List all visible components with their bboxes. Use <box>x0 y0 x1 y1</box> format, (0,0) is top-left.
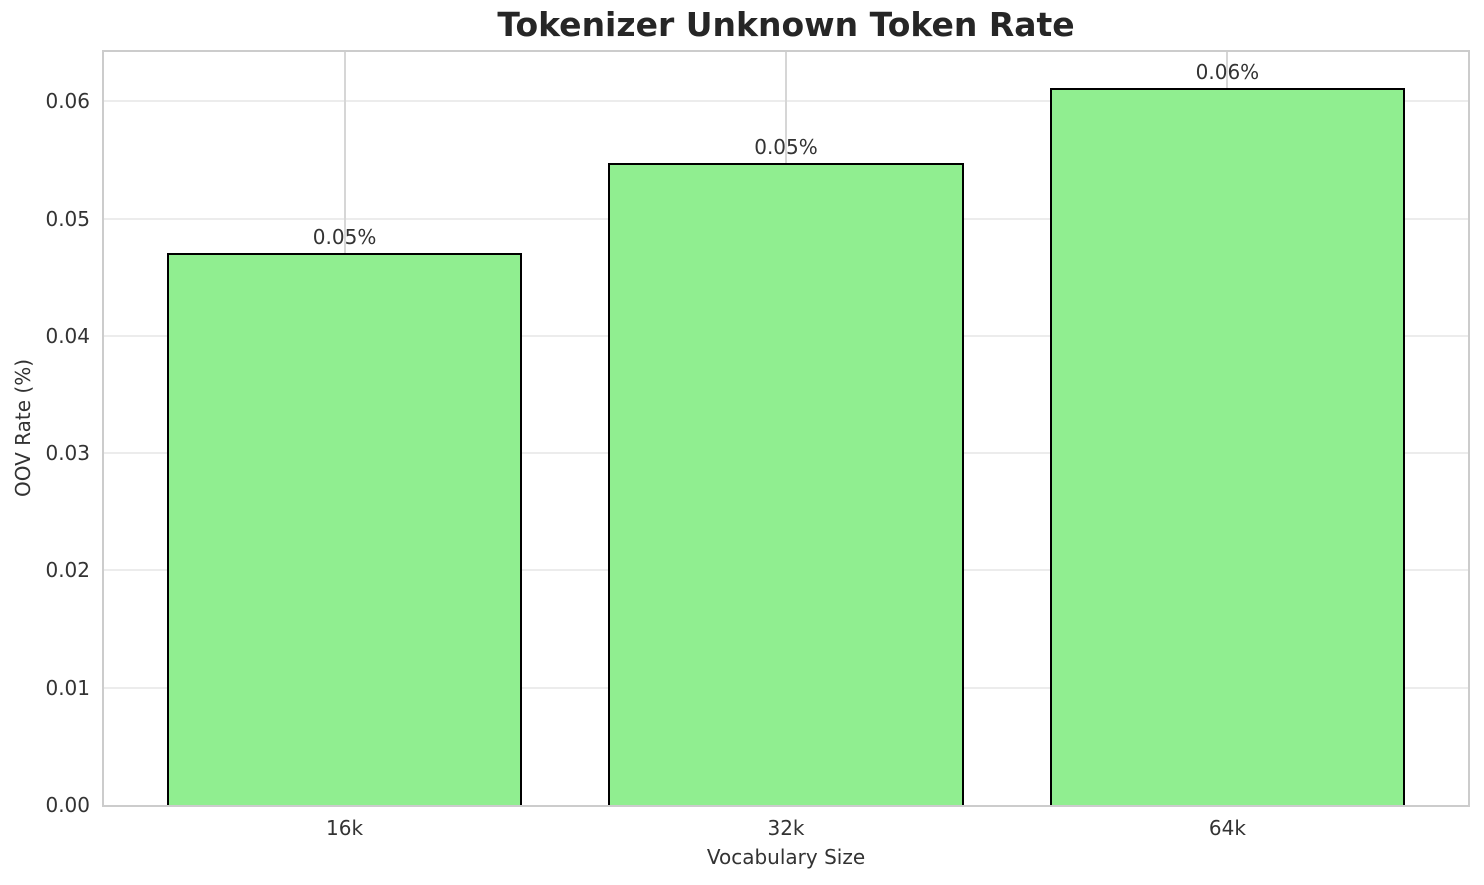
y-tick-label: 0.05 <box>45 206 90 231</box>
y-tick-label: 0.04 <box>45 323 90 348</box>
x-tick-label: 32k <box>767 816 805 840</box>
bar-16k <box>166 252 523 805</box>
y-tick-label: 0.06 <box>45 89 90 114</box>
x-tick-label: 16k <box>326 816 364 840</box>
y-tick-label: 0.00 <box>45 793 90 817</box>
x-tick-label: 64k <box>1208 816 1246 840</box>
bar-32k <box>608 163 964 805</box>
chart-title: Tokenizer Unknown Token Rate <box>497 5 1075 44</box>
y-tick-label: 0.03 <box>45 441 90 466</box>
bar-value-label: 0.05% <box>754 135 818 160</box>
y-tick-label: 0.01 <box>45 675 90 700</box>
y-tick-label: 0.02 <box>45 558 90 583</box>
x-axis-label: Vocabulary Size <box>706 845 866 869</box>
bar-value-label: 0.05% <box>312 224 377 249</box>
bar-64k <box>1049 88 1406 805</box>
bar-value-label: 0.06% <box>1195 60 1260 85</box>
